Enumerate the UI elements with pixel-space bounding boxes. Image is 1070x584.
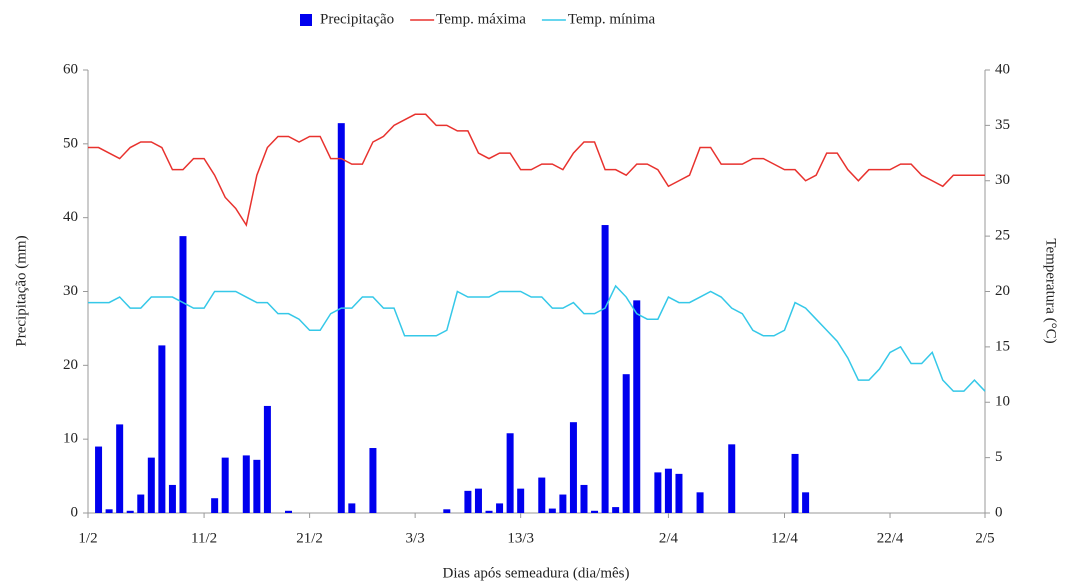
- bar: [443, 509, 451, 513]
- bar: [263, 405, 271, 513]
- bar: [369, 448, 377, 513]
- y-tick-label: 60: [63, 61, 78, 77]
- bar: [179, 236, 187, 513]
- bar: [791, 453, 799, 513]
- y-tick-label: 0: [71, 504, 79, 520]
- x-tick-label: 3/3: [406, 530, 425, 546]
- y2-tick-label: 40: [995, 61, 1010, 77]
- bar: [95, 446, 103, 513]
- bar: [633, 300, 641, 513]
- line: [88, 284, 986, 392]
- y2-tick-label: 35: [995, 117, 1010, 133]
- x-tick-label: 13/3: [507, 530, 534, 546]
- bar: [622, 374, 630, 513]
- bar: [147, 457, 155, 513]
- bar: [802, 492, 810, 513]
- bar: [158, 345, 166, 513]
- x-tick-label: 21/2: [296, 530, 323, 546]
- bar: [591, 510, 599, 513]
- x-tick-label: 12/4: [771, 530, 798, 546]
- legend-swatch: [300, 14, 312, 26]
- y2-tick-label: 5: [995, 449, 1003, 465]
- bar: [116, 424, 124, 513]
- bar: [221, 457, 229, 513]
- bar: [580, 484, 588, 513]
- bar: [696, 492, 704, 513]
- bar: [675, 473, 683, 513]
- legend-label: Temp. mínima: [568, 11, 656, 27]
- y-tick-label: 40: [63, 209, 78, 225]
- bar: [517, 488, 525, 513]
- bar: [105, 509, 113, 513]
- bar: [211, 498, 219, 513]
- y-tick-label: 10: [63, 431, 78, 447]
- bar: [168, 484, 176, 513]
- y-tick-label: 50: [63, 135, 78, 151]
- bar: [496, 503, 504, 513]
- bar: [474, 488, 482, 513]
- bar: [538, 477, 546, 513]
- bar: [654, 472, 662, 513]
- y-tick-label: 30: [63, 283, 78, 299]
- y2-tick-label: 0: [995, 504, 1003, 520]
- bar: [548, 508, 556, 513]
- legend-label: Precipitação: [320, 11, 394, 27]
- bar: [348, 503, 356, 513]
- y-axis-title: Precipitação (mm): [13, 235, 29, 346]
- bar: [485, 510, 493, 513]
- bar: [612, 507, 620, 513]
- line: [88, 113, 985, 228]
- bar: [664, 468, 672, 513]
- y2-tick-label: 10: [995, 394, 1010, 410]
- bar: [601, 225, 609, 514]
- x-tick-label: 2/4: [659, 530, 679, 546]
- bar: [337, 123, 345, 513]
- bar: [285, 510, 293, 513]
- bar: [464, 490, 472, 513]
- bar: [242, 455, 250, 513]
- y2-axis-title: Temperatura (°C): [1043, 238, 1059, 343]
- bar: [728, 444, 736, 513]
- y2-tick-label: 15: [995, 338, 1010, 354]
- x-tick-label: 11/2: [191, 530, 217, 546]
- x-tick-label: 22/4: [877, 530, 904, 546]
- x-tick-label: 2/5: [975, 530, 994, 546]
- bar: [253, 459, 261, 513]
- y2-tick-label: 30: [995, 172, 1010, 188]
- y-tick-label: 20: [63, 357, 78, 373]
- bar: [569, 422, 577, 513]
- y2-tick-label: 20: [995, 283, 1010, 299]
- bar: [126, 510, 134, 513]
- bar: [559, 494, 567, 513]
- x-tick-label: 1/2: [78, 530, 97, 546]
- legend-label: Temp. máxima: [436, 11, 526, 27]
- y2-tick-label: 25: [995, 228, 1010, 244]
- bar: [506, 433, 514, 513]
- x-axis-title: Dias após semeadura (dia/mês): [442, 565, 629, 581]
- bar: [137, 494, 145, 513]
